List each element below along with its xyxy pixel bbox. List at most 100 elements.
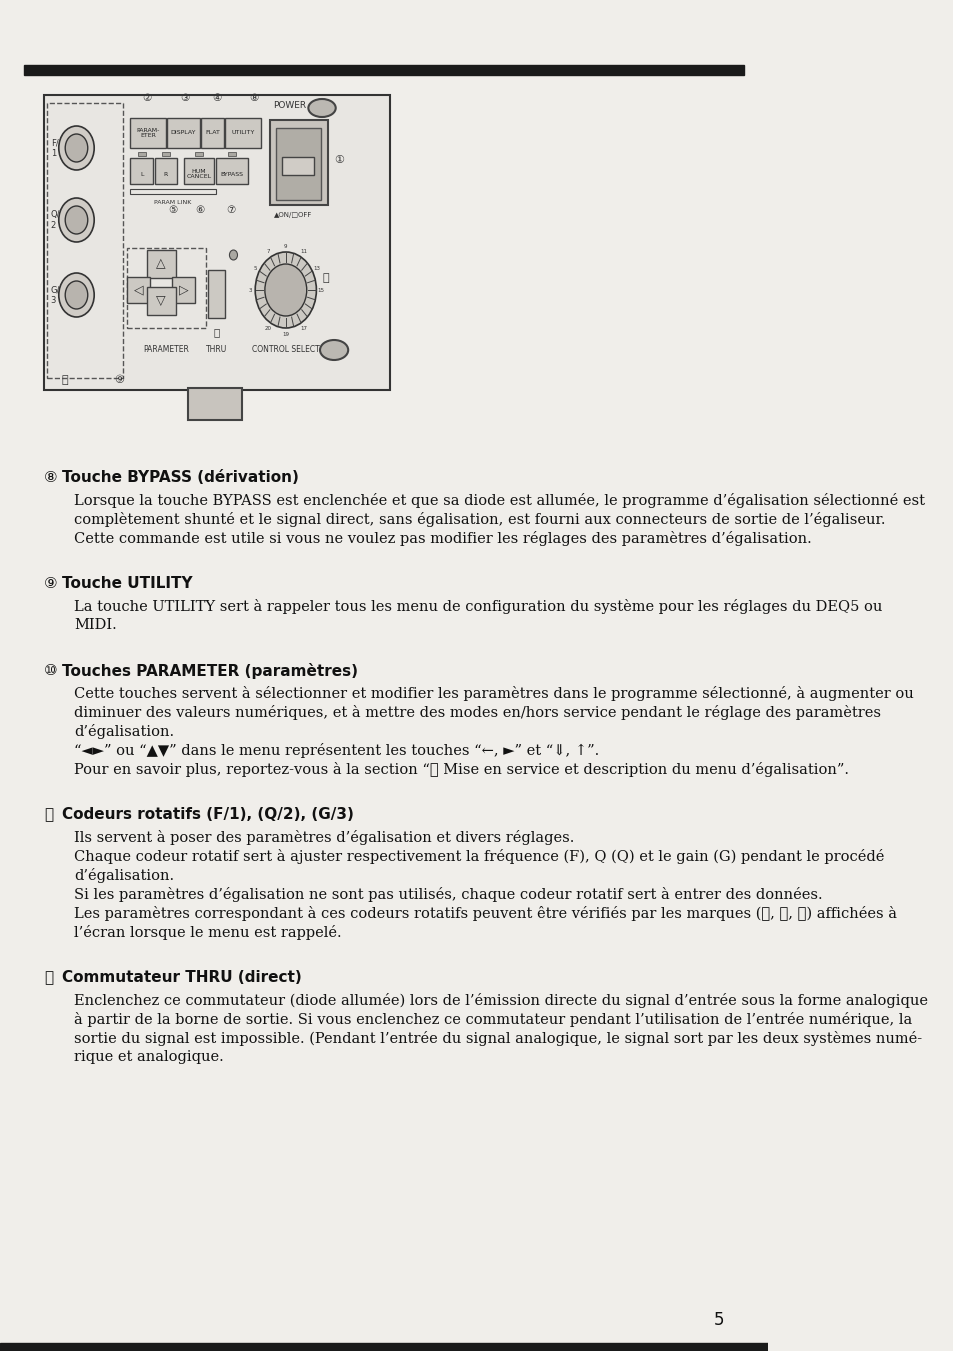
Text: Cette commande est utile si vous ne voulez pas modifier les réglages des paramèt: Cette commande est utile si vous ne voul… [74, 531, 811, 546]
Bar [228, 153, 235, 155]
Text: 20: 20 [264, 326, 272, 331]
Text: Q/
2: Q/ 2 [51, 211, 60, 230]
Text: F/
1: F/ 1 [51, 138, 58, 158]
Text: La touche UTILITY sert à rappeler tous les menu de configuration du système pour: La touche UTILITY sert à rappeler tous l… [74, 598, 882, 613]
Text: ⑧: ⑧ [249, 93, 258, 103]
Bar [137, 153, 146, 155]
Text: Enclenchez ce commutateur (diode allumée) lors de l’émission directe du signal d: Enclenchez ce commutateur (diode allumée… [74, 993, 927, 1008]
Text: ②: ② [142, 93, 151, 103]
Bar [215, 158, 248, 184]
Text: ⑩: ⑩ [44, 663, 58, 678]
Text: Pour en savoir plus, reportez-vous à la section “③ Mise en service et descriptio: Pour en savoir plus, reportez-vous à la … [74, 762, 848, 777]
Text: Les paramètres correspondant à ces codeurs rotatifs peuvent être vérifiés par le: Les paramètres correspondant à ces codeu… [74, 907, 896, 921]
Text: ⑫: ⑫ [322, 273, 329, 282]
Text: THRU: THRU [206, 346, 227, 354]
Text: L: L [140, 172, 143, 177]
Text: ⑨: ⑨ [114, 376, 124, 385]
Text: ⑧: ⑧ [44, 470, 58, 485]
Bar [0, 1343, 767, 1351]
Text: 5: 5 [253, 266, 256, 270]
Text: d’égalisation.: d’égalisation. [74, 867, 174, 884]
Text: CONTROL SELECT: CONTROL SELECT [252, 346, 319, 354]
Bar [183, 158, 213, 184]
Text: DISPLAY: DISPLAY [171, 131, 196, 135]
Text: ⑥: ⑥ [194, 205, 204, 215]
Bar [154, 158, 177, 184]
Bar [270, 120, 327, 205]
Bar [24, 65, 743, 76]
Circle shape [65, 281, 88, 309]
Circle shape [255, 253, 316, 328]
Text: Touche BYPASS (dérivation): Touche BYPASS (dérivation) [62, 470, 298, 485]
Text: UTILITY: UTILITY [232, 131, 254, 135]
Bar [194, 153, 203, 155]
Bar [127, 277, 150, 303]
Bar [147, 250, 175, 278]
Ellipse shape [319, 340, 348, 359]
Text: 9: 9 [284, 243, 287, 249]
Text: PARAM-
ETER: PARAM- ETER [136, 127, 160, 138]
Text: Cette touches servent à sélectionner et modifier les paramètres dans le programm: Cette touches servent à sélectionner et … [74, 686, 913, 701]
Text: △: △ [156, 258, 166, 270]
Bar [127, 249, 206, 328]
Circle shape [59, 199, 94, 242]
Text: d’égalisation.: d’égalisation. [74, 724, 174, 739]
Text: complètement shunté et le signal direct, sans égalisation, est fourni aux connec: complètement shunté et le signal direct,… [74, 512, 884, 527]
Circle shape [59, 273, 94, 317]
Bar [188, 388, 242, 420]
Ellipse shape [308, 99, 335, 118]
Text: MIDI.: MIDI. [74, 617, 116, 632]
Circle shape [265, 263, 307, 316]
Text: HUM
CANCEL: HUM CANCEL [186, 169, 212, 180]
Text: sortie du signal est impossible. (Pendant l’entrée du signal analogique, le sign: sortie du signal est impossible. (Pendan… [74, 1031, 922, 1046]
Text: 15: 15 [317, 288, 324, 293]
Text: 5: 5 [714, 1310, 724, 1329]
Text: Touches PARAMETER (paramètres): Touches PARAMETER (paramètres) [62, 663, 357, 680]
Text: ⑯: ⑯ [44, 807, 53, 821]
Text: “◄►” ou “▲▼” dans le menu représentent les touches “←, ►” et “⇓, ↑”.: “◄►” ou “▲▼” dans le menu représentent l… [74, 743, 598, 758]
Text: ⑨: ⑨ [44, 576, 58, 590]
Text: ◁: ◁ [133, 284, 143, 296]
Text: G/
3: G/ 3 [51, 285, 60, 305]
Bar [275, 128, 321, 200]
Circle shape [65, 134, 88, 162]
Bar [225, 118, 260, 149]
Text: Si les paramètres d’égalisation ne sont pas utilisés, chaque codeur rotatif sert: Si les paramètres d’égalisation ne sont … [74, 888, 821, 902]
Bar [131, 118, 166, 149]
Bar [47, 103, 123, 378]
Text: Touche UTILITY: Touche UTILITY [62, 576, 193, 590]
Text: ⑦: ⑦ [226, 205, 235, 215]
Text: 19: 19 [282, 331, 289, 336]
Text: ▲ON/□OFF: ▲ON/□OFF [274, 212, 312, 218]
Text: 3: 3 [249, 288, 252, 293]
Text: Codeurs rotatifs (F/1), (Q/2), (G/3): Codeurs rotatifs (F/1), (Q/2), (G/3) [62, 807, 354, 821]
Text: BYPASS: BYPASS [220, 172, 243, 177]
Bar [162, 153, 170, 155]
Text: ▷: ▷ [178, 284, 188, 296]
Bar [201, 118, 224, 149]
Text: PARAM LINK: PARAM LINK [154, 200, 192, 205]
Text: 11: 11 [299, 250, 307, 254]
Bar [44, 95, 390, 390]
Text: Chaque codeur rotatif sert à ajuster respectivement la fréquence (F), Q (Q) et l: Chaque codeur rotatif sert à ajuster res… [74, 848, 883, 865]
Bar [208, 270, 225, 317]
Bar [147, 286, 175, 315]
Text: 7: 7 [266, 250, 270, 254]
Text: ⑪: ⑪ [213, 327, 219, 336]
Text: FLAT: FLAT [205, 131, 220, 135]
Text: l’écran lorsque le menu est rappelé.: l’écran lorsque le menu est rappelé. [74, 925, 341, 940]
Text: diminuer des valeurs numériques, et à mettre des modes en/hors service pendant l: diminuer des valeurs numériques, et à me… [74, 705, 881, 720]
Text: Commutateur THRU (direct): Commutateur THRU (direct) [62, 970, 301, 985]
Text: 13: 13 [313, 266, 319, 270]
Text: ④: ④ [213, 93, 222, 103]
Bar [168, 118, 199, 149]
Text: ①: ① [334, 155, 344, 165]
Text: ⑤: ⑤ [169, 205, 177, 215]
Text: POWER: POWER [273, 101, 306, 109]
Bar [172, 277, 194, 303]
Text: ⑪: ⑪ [44, 970, 53, 985]
Bar [131, 189, 215, 195]
Text: 17: 17 [299, 326, 307, 331]
Text: R: R [164, 172, 168, 177]
Text: ▽: ▽ [156, 295, 166, 308]
